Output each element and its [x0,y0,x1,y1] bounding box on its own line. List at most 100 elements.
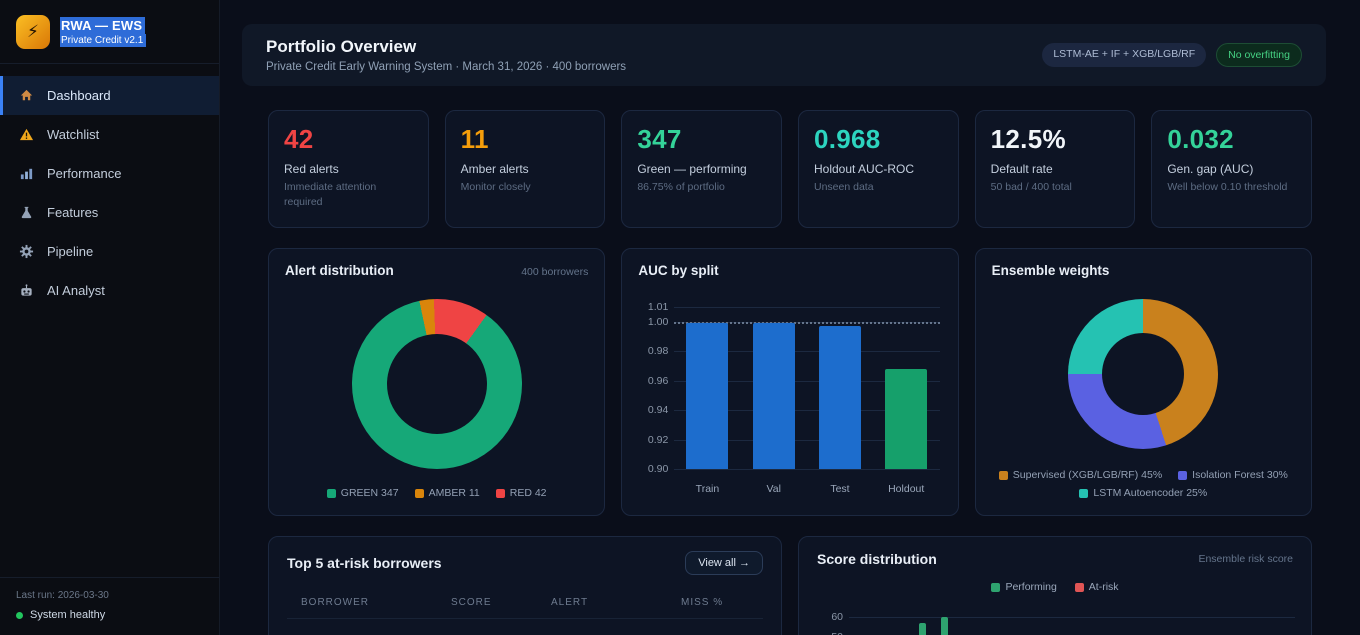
sidebar-item-watchlist[interactable]: Watchlist [0,115,219,154]
sidebar-nav: Dashboard Watchlist Performance Features [0,76,219,310]
grid [674,439,940,441]
kpi-sublabel: 50 bad / 400 total [990,181,1072,193]
xtick: Train [695,483,720,495]
app-logo: ⚡ [16,15,50,49]
sidebar-item-label: Pipeline [47,244,94,259]
legend-swatch [1178,470,1188,480]
no-overfitting-badge: No overfitting [1216,43,1302,67]
health-dot-icon [16,611,23,619]
sidebar-item-performance[interactable]: Performance [0,154,219,193]
model-stack-badge: LSTM-AE + IF + XGB/LGB/RF [1042,43,1207,67]
bar [818,326,861,469]
sidebar-item-ai-analyst[interactable]: AI Analyst [0,271,219,310]
kpi-sublabel: Unseen data [814,181,874,193]
grid [674,351,940,353]
score-histogram: 0102030405060 [831,607,1295,635]
ytick: 0.90 [647,463,669,475]
sidebar-item-label: Dashboard [47,88,111,103]
ytick: 0.94 [647,404,669,417]
sidebar-item-label: Performance [47,166,122,181]
legend-item: LSTM Autoencoder 25% [1079,487,1207,499]
legend-item: At-risk [1074,581,1119,593]
ytick: 0.96 [647,374,669,387]
grid [674,410,940,412]
charts-row: Alert distribution 400 borrowers GREEN 3… [268,248,1312,516]
kpi-label: Holdout AUC-ROC [814,162,915,176]
card-meta: 400 borrowers [521,266,589,278]
kpi-label: Amber alerts [460,162,529,176]
flask-icon [18,205,35,220]
kpi-value: 347 [637,124,682,154]
grid [674,469,940,470]
kpi-default-rate: 12.5% Default rate 50 bad / 400 total [974,110,1136,228]
legend-item: GREEN 347 [326,487,399,499]
kpi-holdout-auc: 0.968 Holdout AUC-ROC Unseen data [798,110,959,228]
lightning-icon: ⚡ [27,22,39,41]
legend-item: AMBER 11 [414,487,480,499]
sidebar-item-dashboard[interactable]: Dashboard [0,76,219,115]
kpi-value: 0.968 [814,124,881,154]
refline [674,321,940,324]
kpi-value: 12.5% [990,124,1066,154]
gear-icon [18,244,35,259]
page-header: Portfolio Overview Private Credit Early … [242,24,1326,86]
health-status-label: System healthy [30,609,106,621]
xtick: Test [830,483,850,495]
ensemble-donut-legend: Supervised (XGB/LGB/RF) 45% Isolation For… [976,469,1311,499]
ensemble-weights-card: Ensemble weights Supervised (XGB/LGB/RF)… [974,248,1312,516]
kpi-value: 11 [460,124,489,154]
page-subtitle: Private Credit Early Warning System · Ma… [266,61,627,73]
grid [849,617,1295,618]
auc-bar-chart: 0.90 0.92 0.94 0.96 0.98 1.00 1.01 Train Val Test… [648,301,940,495]
warning-icon [18,127,35,142]
legend-item: Performing [991,581,1057,593]
table-header: BORROWER SCORE ALERT MISS % [287,597,763,608]
kpi-amber-alerts: 11 Amber alerts Monitor closely [444,110,606,228]
bar [885,368,928,469]
sidebar-footer: Last run: 2026-03-30 System healthy [0,577,219,635]
legend-swatch [1079,488,1089,498]
kpi-green-performing: 347 Green — performing 86.75% of portfol… [621,110,782,228]
auc-by-split-card: AUC by split 0.90 0.92 0.94 0.96 0.98 1.00 1.0… [621,248,959,516]
sidebar-item-features[interactable]: Features [0,193,219,232]
system-health: System healthy [16,609,203,621]
ytick: 0.98 [647,345,669,358]
bar [919,623,926,635]
bar-chart-icon [18,166,35,181]
sidebar-item-label: AI Analyst [47,283,105,298]
card-title: Alert distribution [285,263,394,278]
alert-donut-legend: GREEN 347 AMBER 11 RED 42 [269,487,604,499]
column-borrower: BORROWER [301,597,369,608]
xtick: Val [766,483,781,495]
card-title: Top 5 at-risk borrowers [287,555,442,571]
grid [674,307,940,308]
legend-swatch [414,488,424,498]
ytick: 1.00 [647,315,669,328]
kpi-label: Green — performing [637,162,747,176]
legend-item: Isolation Forest 30% [1178,469,1288,481]
card-title: Score distribution [817,551,937,567]
kpi-row: 42 Red alerts Immediate attention requir… [268,110,1312,228]
bar [752,323,795,469]
page-title: Portfolio Overview [266,37,417,56]
legend-swatch [998,470,1008,480]
view-all-button[interactable]: View all → [685,551,763,575]
column-miss: MISS % [681,597,724,608]
sidebar: ⚡ RWA — EWS Private Credit v2.1 Dashboar… [0,0,220,635]
kpi-label: Red alerts [284,162,339,176]
legend-item: RED 42 [495,487,547,499]
legend-swatch [1074,582,1084,592]
grid [674,380,940,382]
app-title-block: RWA — EWS Private Credit v2.1 [60,17,147,47]
bar [686,323,729,469]
kpi-sublabel: Well below 0.10 threshold [1167,181,1288,193]
column-score: SCORE [451,597,492,608]
legend-swatch [991,582,1001,592]
score-legend: Performing At-risk [817,581,1293,593]
bar [941,617,949,635]
table-row[interactable] [287,618,763,629]
home-icon [18,88,35,103]
kpi-label: Gen. gap (AUC) [1167,162,1254,176]
sidebar-item-pipeline[interactable]: Pipeline [0,232,219,271]
